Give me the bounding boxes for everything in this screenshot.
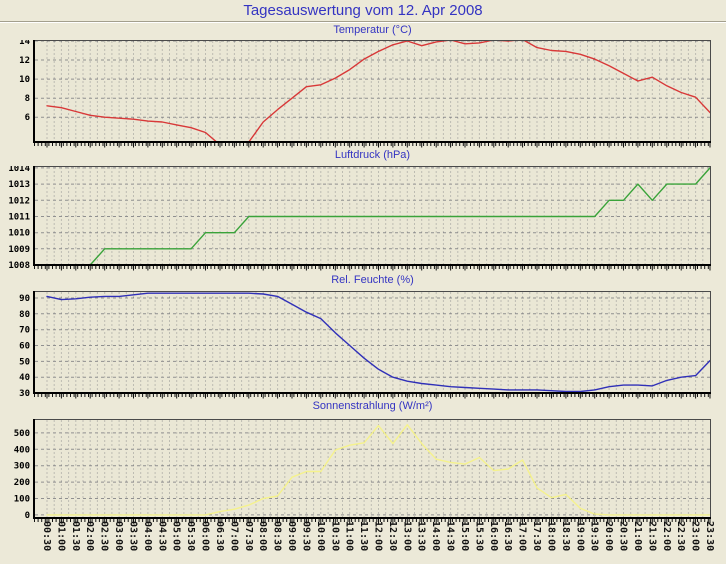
svg-text:0: 0 — [25, 511, 30, 521]
x-tick-label: 02:00 — [84, 521, 96, 552]
svg-text:1008: 1008 — [8, 261, 30, 271]
svg-text:1009: 1009 — [8, 245, 30, 255]
chart-title-humidity: Rel. Feuchte (%) — [331, 274, 414, 286]
x-tick-label: 14:00 — [430, 521, 442, 552]
svg-text:300: 300 — [14, 462, 30, 472]
x-tick-label: 16:00 — [487, 521, 499, 552]
x-tick-label: 07:30 — [242, 521, 254, 552]
x-tick-label: 20:30 — [617, 521, 629, 552]
svg-text:70: 70 — [19, 326, 30, 336]
x-tick-label: 01:30 — [69, 521, 81, 552]
chart-title-temperature: Temperatur (°C) — [333, 24, 412, 36]
x-tick-label: 22:30 — [675, 521, 687, 552]
x-tick-label: 01:00 — [55, 521, 67, 552]
svg-text:60: 60 — [19, 342, 30, 352]
x-tick-label: 18:30 — [559, 521, 571, 552]
x-tick-label: 15:00 — [459, 521, 470, 552]
x-tick-label: 08:00 — [257, 521, 269, 552]
svg-text:10: 10 — [19, 75, 30, 85]
x-tick-label: 00:30 — [41, 521, 52, 552]
x-tick-label: 21:00 — [631, 521, 643, 552]
x-tick-label: 19:00 — [574, 521, 586, 552]
svg-text:8: 8 — [25, 94, 30, 104]
x-axis-labels: 00:30 01:00 01:30 02:00 02:30 03:00 03:30 04:00… — [0, 521, 726, 563]
page-title: Tagesauswertung vom 12. Apr 2008 — [243, 2, 483, 19]
x-tick-label: 10:30 — [329, 521, 341, 552]
x-tick-label: 04:30 — [156, 521, 168, 552]
svg-text:40: 40 — [19, 373, 30, 383]
svg-text:1013: 1013 — [8, 180, 30, 190]
svg-text:30: 30 — [19, 389, 30, 399]
x-tick-label: 23:30 — [704, 521, 715, 552]
x-tick-label: 14:30 — [444, 521, 456, 552]
x-tick-label: 21:30 — [646, 521, 658, 552]
svg-text:1014: 1014 — [8, 166, 30, 174]
svg-text:80: 80 — [19, 310, 30, 320]
x-tick-label: 06:00 — [199, 521, 211, 552]
x-tick-label: 23:00 — [689, 521, 701, 552]
chart-title-pressure: Luftdruck (hPa) — [334, 149, 411, 161]
x-tick-label: 09:30 — [300, 521, 312, 552]
pressure-chart: 1008 1009 1010 1011 1012 1013 1014 — [8, 166, 711, 271]
x-tick-label: 12:00 — [372, 521, 384, 552]
x-tick-label: 17:00 — [516, 521, 528, 552]
x-tick-label: 09:00 — [286, 521, 297, 552]
svg-text:50: 50 — [19, 357, 30, 367]
x-tick-label: 22:00 — [660, 521, 672, 552]
x-tick-label: 03:00 — [113, 521, 125, 552]
x-tick-label: 13:30 — [415, 521, 427, 552]
x-tick-label: 05:30 — [185, 521, 197, 552]
svg-text:12: 12 — [19, 56, 30, 66]
x-tick-label: 11:30 — [358, 521, 370, 552]
x-tick-label: 07:00 — [228, 521, 240, 552]
x-tick-label: 19:30 — [588, 521, 600, 552]
x-tick-label: 02:30 — [98, 521, 110, 552]
x-tick-label: 12:30 — [386, 521, 398, 552]
sun-radiation-chart: 0 100 200 300 400 500 — [14, 419, 711, 524]
x-tick-label: 13:00 — [401, 521, 413, 552]
svg-text:1012: 1012 — [8, 196, 30, 206]
svg-text:1011: 1011 — [8, 213, 30, 223]
svg-text:400: 400 — [14, 445, 30, 455]
svg-text:14: 14 — [19, 40, 30, 47]
svg-text:90: 90 — [19, 294, 30, 304]
x-tick-label: 10:00 — [314, 521, 326, 552]
x-tick-label: 20:00 — [603, 521, 615, 552]
x-tick-label: 03:30 — [127, 521, 139, 552]
x-tick-label: 16:30 — [502, 521, 514, 552]
svg-text:200: 200 — [14, 478, 30, 488]
x-tick-label: 17:30 — [531, 521, 542, 552]
svg-text:500: 500 — [14, 429, 30, 439]
temperature-chart: 6 8 10 12 14 — [19, 40, 711, 148]
x-tick-label: 15:30 — [473, 521, 485, 552]
x-tick-label: 08:30 — [271, 521, 283, 552]
x-tick-label: 18:00 — [545, 521, 557, 552]
x-tick-label: 04:00 — [141, 521, 153, 552]
x-tick-label: 11:00 — [343, 521, 355, 552]
humidity-chart: 30 40 50 60 70 80 90 — [19, 291, 711, 399]
svg-text:1010: 1010 — [8, 229, 30, 239]
svg-text:100: 100 — [14, 495, 30, 505]
x-tick-label: 05:00 — [170, 521, 182, 552]
title-separator — [0, 21, 726, 23]
svg-text:6: 6 — [25, 113, 30, 123]
x-tick-label: 06:30 — [214, 521, 225, 552]
chart-title-sunradiation: Sonnenstrahlung (W/m²) — [312, 400, 433, 412]
